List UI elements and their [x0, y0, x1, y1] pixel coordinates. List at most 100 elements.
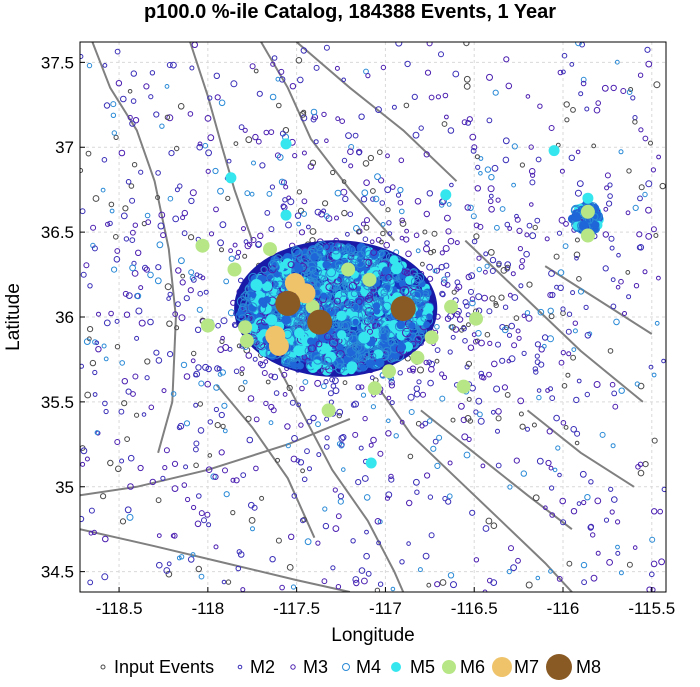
event-marker — [618, 570, 624, 576]
event-marker — [545, 388, 550, 393]
event-marker — [293, 345, 305, 357]
event-marker — [397, 342, 407, 352]
x-tick-label: -117.5 — [273, 599, 320, 618]
event-marker — [129, 120, 136, 127]
event-marker — [84, 456, 90, 462]
event-marker — [476, 266, 482, 273]
event-marker — [198, 573, 205, 580]
event-marker — [103, 356, 109, 362]
event-marker — [424, 240, 430, 246]
event-marker — [313, 139, 319, 145]
event-marker — [380, 230, 386, 237]
event-marker — [591, 143, 597, 149]
event-marker — [204, 380, 211, 388]
event-marker — [307, 337, 315, 346]
event-marker — [442, 495, 448, 502]
event-marker — [555, 142, 561, 148]
legend-item-m2: M2 — [237, 657, 275, 677]
event-marker — [352, 318, 359, 326]
event-marker — [208, 231, 215, 237]
event-marker — [298, 229, 306, 236]
event-marker — [181, 230, 188, 237]
event-marker — [441, 121, 448, 127]
event-marker — [233, 477, 240, 484]
event-marker — [572, 320, 578, 326]
event-marker — [462, 299, 469, 306]
event-marker — [470, 148, 477, 154]
event-marker — [44, 385, 49, 390]
event-marker — [611, 496, 618, 503]
event-marker — [80, 271, 87, 278]
event-marker — [350, 290, 358, 298]
event-marker — [313, 289, 321, 297]
event-marker — [333, 297, 341, 305]
event-marker — [183, 464, 189, 470]
event-marker — [111, 266, 118, 273]
event-marker — [508, 355, 516, 363]
event-marker — [519, 258, 526, 264]
event-marker — [329, 376, 336, 383]
event-marker — [188, 269, 195, 276]
event-marker — [234, 254, 241, 260]
event-marker — [309, 228, 317, 235]
event-marker — [450, 581, 457, 589]
event-marker — [236, 296, 248, 307]
event-marker — [463, 83, 471, 90]
fault-line — [544, 265, 653, 335]
event-marker — [463, 42, 470, 47]
event-marker — [570, 508, 578, 515]
event-marker — [555, 445, 561, 451]
event-marker — [475, 164, 481, 170]
event-marker — [576, 378, 582, 384]
event-marker — [244, 190, 251, 197]
event-marker — [342, 282, 354, 293]
event-marker — [352, 400, 359, 408]
event-marker — [119, 518, 127, 525]
event-marker — [661, 358, 666, 364]
event-marker — [191, 350, 197, 357]
event-marker — [404, 60, 411, 68]
event-marker — [442, 92, 449, 99]
event-marker — [263, 129, 270, 136]
event-marker — [431, 248, 437, 254]
event-marker — [135, 307, 143, 315]
event-marker — [369, 239, 375, 245]
event-marker — [286, 564, 294, 571]
event-marker — [337, 330, 347, 340]
event-marker — [483, 269, 488, 275]
event-marker — [164, 84, 170, 89]
event-marker — [341, 209, 348, 217]
chart-title: p100.0 %-ile Catalog, 184388 Events, 1 Y… — [143, 1, 557, 23]
event-marker — [331, 245, 341, 255]
event-marker — [101, 343, 107, 349]
event-marker — [408, 322, 416, 329]
event-marker — [373, 307, 381, 315]
event-marker — [119, 360, 125, 366]
event-marker — [388, 379, 395, 386]
event-marker — [460, 416, 467, 424]
event-marker — [291, 493, 298, 499]
event-marker — [352, 576, 360, 583]
event-marker — [486, 73, 493, 81]
y-tick-label: 35 — [55, 478, 74, 497]
event-marker — [336, 408, 344, 416]
event-marker — [225, 195, 231, 201]
event-marker — [202, 363, 210, 371]
event-marker — [275, 76, 281, 82]
event-marker — [423, 303, 434, 314]
event-marker — [403, 341, 413, 352]
event-marker — [165, 570, 173, 578]
event-marker — [348, 163, 354, 169]
event-marker — [632, 204, 639, 211]
event-marker — [645, 60, 653, 68]
event-marker — [584, 391, 590, 398]
event-marker — [384, 495, 391, 501]
event-marker — [205, 149, 213, 157]
event-marker — [333, 241, 342, 250]
event-marker — [409, 365, 417, 373]
event-marker — [274, 271, 281, 278]
event-marker — [108, 310, 114, 317]
event-marker — [217, 372, 223, 377]
event-marker — [632, 119, 638, 125]
event-marker — [256, 90, 263, 97]
